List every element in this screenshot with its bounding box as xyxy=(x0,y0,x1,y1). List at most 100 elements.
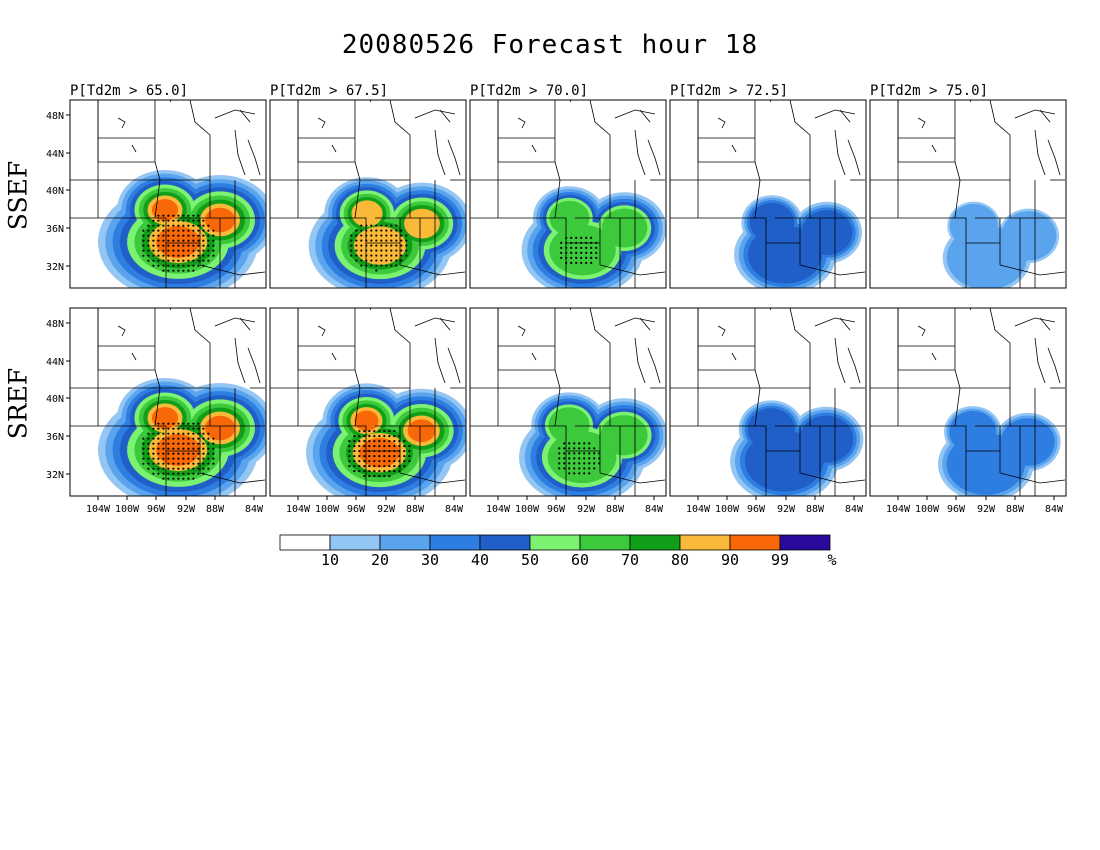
colorbar-tick-label: 90 xyxy=(721,551,739,569)
latitude-label: 48N xyxy=(46,319,64,330)
stipple-pattern xyxy=(142,422,215,480)
longitude-label: 100W xyxy=(115,504,140,515)
panel-title: P[Td2m > 72.5] xyxy=(670,83,788,99)
panel-frame xyxy=(469,307,667,497)
state-boundaries xyxy=(670,308,866,496)
panel-frame xyxy=(869,307,1067,497)
longitude-label: 92W xyxy=(177,504,196,515)
shading-level-4-2 xyxy=(749,202,795,243)
longitude-label: 96W xyxy=(947,504,966,515)
longitude-label: 84W xyxy=(1045,504,1064,515)
longitude-label: 88W xyxy=(806,504,825,515)
shading-level-9-0 xyxy=(359,437,400,468)
map-panel-1-4 xyxy=(669,99,867,289)
state-boundaries xyxy=(270,100,466,288)
panel-frame xyxy=(669,99,867,289)
longitude-label: 84W xyxy=(245,504,264,515)
latitude-label: 48N xyxy=(46,111,64,122)
panel-frame xyxy=(469,99,667,289)
panel-frame xyxy=(69,307,267,497)
longitude-label: 104W xyxy=(486,504,511,515)
longitude-label: 96W xyxy=(147,504,166,515)
colorbar-tick-label: 80 xyxy=(671,551,689,569)
longitude-label: 92W xyxy=(777,504,796,515)
shading-level-9-1 xyxy=(407,419,436,443)
panel-title: P[Td2m > 70.0] xyxy=(470,83,588,99)
map-panel-2-2 xyxy=(269,307,467,497)
panel-frame xyxy=(269,99,467,289)
shading-level-4-2 xyxy=(747,408,795,451)
colorbar-segment xyxy=(479,534,531,551)
colorbar-segment xyxy=(529,534,581,551)
latitude-label: 36N xyxy=(46,224,64,235)
state-boundaries xyxy=(670,100,866,288)
longitude-label: 84W xyxy=(845,504,864,515)
colorbar-tick-label: 10 xyxy=(321,551,339,569)
longitude-label: 88W xyxy=(406,504,425,515)
longitude-label: 92W xyxy=(577,504,596,515)
colorbar-tick-label: 50 xyxy=(521,551,539,569)
longitude-label: 100W xyxy=(915,504,940,515)
stipple-pattern xyxy=(560,236,598,264)
longitude-label: 104W xyxy=(886,504,911,515)
longitude-label: 84W xyxy=(645,504,664,515)
longitude-label: 100W xyxy=(715,504,740,515)
longitude-label: 92W xyxy=(377,504,396,515)
panel-title: P[Td2m > 65.0] xyxy=(70,83,188,99)
longitude-label: 104W xyxy=(86,504,111,515)
probability-shading xyxy=(308,177,466,288)
colorbar-unit: % xyxy=(827,551,836,569)
longitude-label: 96W xyxy=(547,504,566,515)
state-boundaries xyxy=(70,100,266,288)
colorbar-segment xyxy=(679,534,731,551)
shading-level-9-2 xyxy=(354,410,379,431)
colorbar-tick-label: 40 xyxy=(471,551,489,569)
state-boundaries xyxy=(870,308,1066,496)
longitude-label: 88W xyxy=(206,504,225,515)
shading-level-6-2 xyxy=(549,200,590,236)
stipple-pattern xyxy=(558,442,601,475)
shading-level-8-2 xyxy=(351,200,383,227)
shading-level-6-1 xyxy=(601,208,648,248)
map-panel-1-5 xyxy=(869,99,1067,289)
shading-level-4-1 xyxy=(799,415,854,463)
longitude-label: 100W xyxy=(315,504,340,515)
latitude-label: 32N xyxy=(46,262,64,273)
longitude-label: 96W xyxy=(347,504,366,515)
state-boundaries xyxy=(870,100,1066,288)
latitude-label: 40N xyxy=(46,186,64,197)
shading-level-2-2 xyxy=(949,203,998,248)
shading-level-2-1 xyxy=(1001,211,1057,261)
colorbar-segment xyxy=(329,534,381,551)
map-panel-2-5 xyxy=(869,307,1067,497)
shading-level-4-1 xyxy=(801,210,853,256)
state-boundaries xyxy=(270,308,466,496)
colorbar-segment xyxy=(429,534,481,551)
colorbar-segment xyxy=(579,534,631,551)
stipple-pattern xyxy=(142,214,215,272)
map-panel-1-2 xyxy=(269,99,467,289)
latitude-label: 36N xyxy=(46,432,64,443)
longitude-label: 104W xyxy=(286,504,311,515)
shading-level-8-1 xyxy=(404,208,440,239)
longitude-label: 104W xyxy=(686,504,711,515)
panel-frame xyxy=(69,99,267,289)
latitude-label: 44N xyxy=(46,357,64,368)
figure-title: 20080526 Forecast hour 18 xyxy=(341,30,759,60)
colorbar-tick-label: 99 xyxy=(771,551,789,569)
latitude-label: 40N xyxy=(46,394,64,405)
map-panel-1-1 xyxy=(69,99,267,289)
colorbar-tick-label: 30 xyxy=(421,551,439,569)
panel-title: P[Td2m > 67.5] xyxy=(270,83,388,99)
state-boundaries xyxy=(470,308,666,496)
longitude-label: 96W xyxy=(747,504,766,515)
colorbar: 10 20 30 40 50 60 70 80 90 99% xyxy=(279,534,837,569)
panel-frame xyxy=(869,99,1067,289)
shading-level-3-1 xyxy=(1000,418,1055,466)
colorbar-segment xyxy=(629,534,681,551)
colorbar-segment xyxy=(729,534,781,551)
map-panel-2-3 xyxy=(469,307,667,497)
shading-level-6-2 xyxy=(548,407,590,444)
map-panel-1-3 xyxy=(469,99,667,289)
longitude-label: 100W xyxy=(515,504,540,515)
